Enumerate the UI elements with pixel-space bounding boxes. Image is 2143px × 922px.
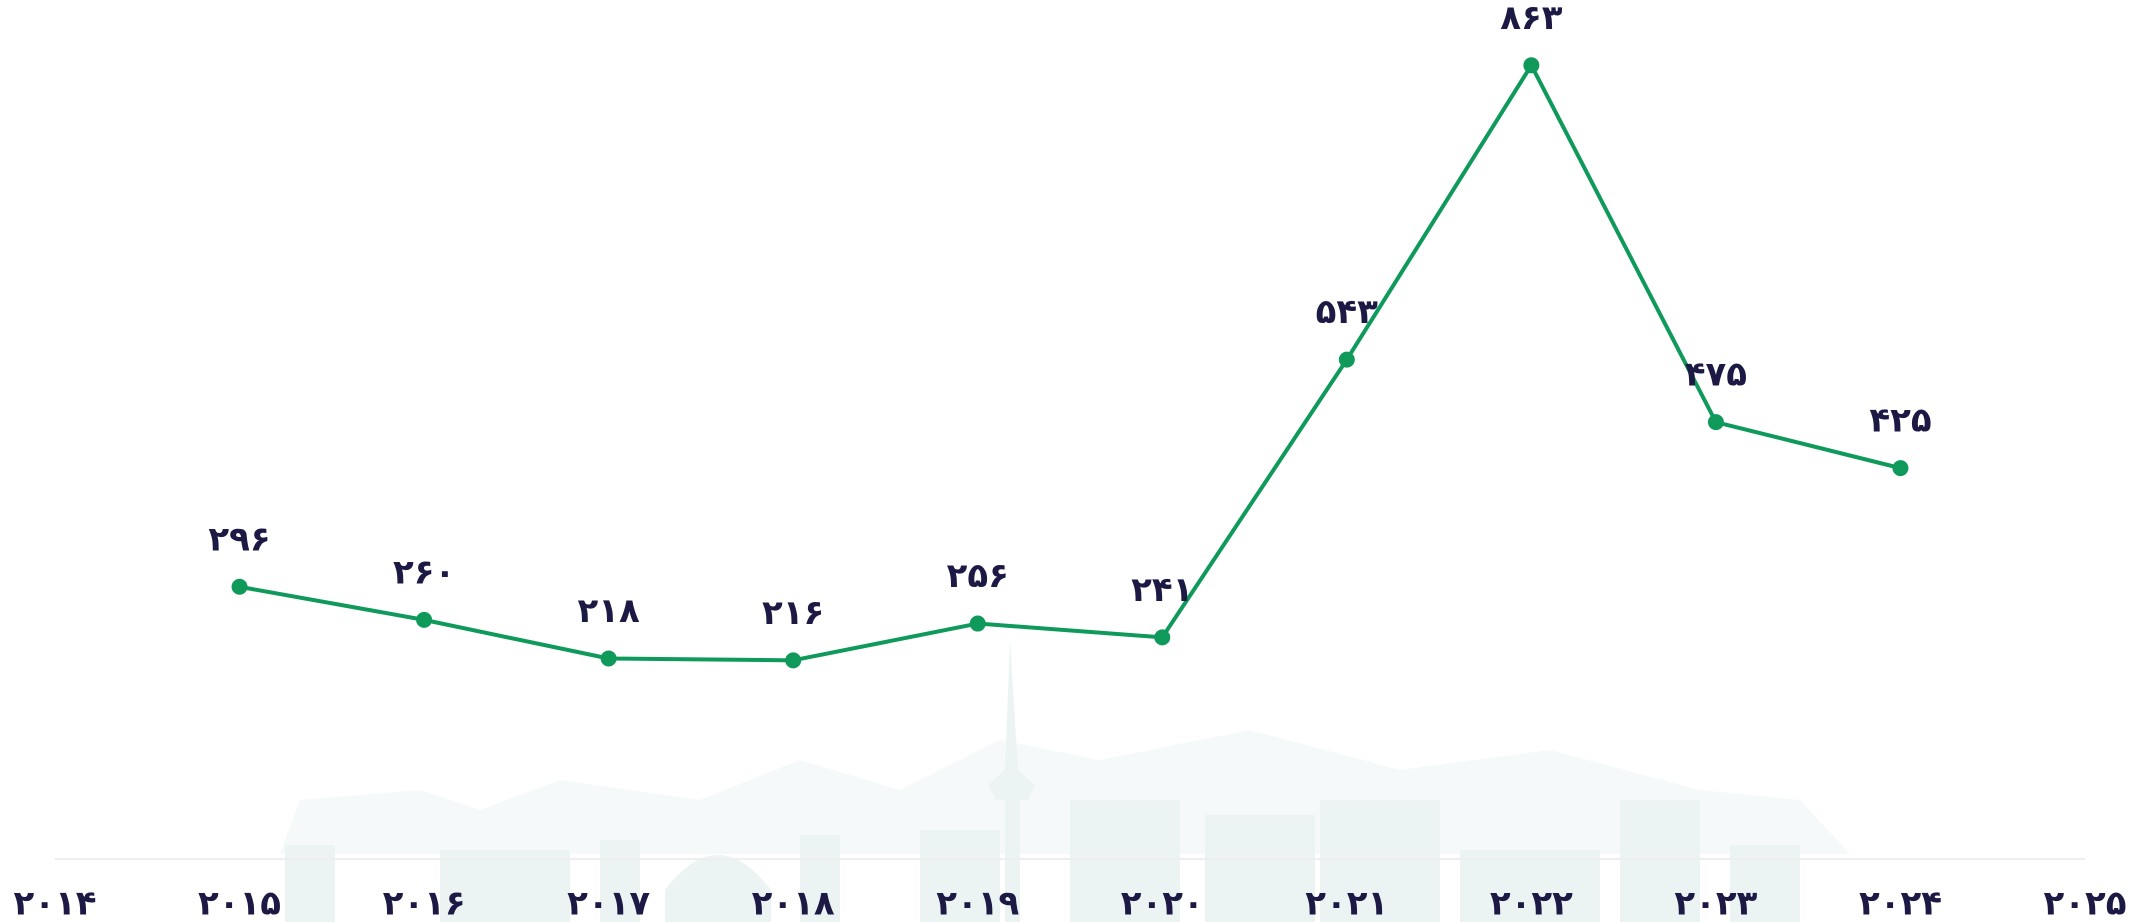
data-label: ۲۶۰ <box>393 552 455 592</box>
data-label: ۲۵۶ <box>947 556 1009 596</box>
x-tick-label: ۲۰۲۲ <box>1490 884 1573 922</box>
point <box>1338 351 1355 368</box>
x-tick-label: ۲۰۱۴ <box>13 884 96 922</box>
point <box>1154 629 1171 646</box>
data-label: ۸۶۳ <box>1500 0 1563 38</box>
x-tick-label: ۲۰۲۱ <box>1305 884 1388 922</box>
data-label: ۴۷۵ <box>1685 355 1747 395</box>
point <box>231 578 248 595</box>
skyline-background <box>280 640 1850 922</box>
point <box>1892 460 1909 477</box>
data-label: ۲۱۶ <box>762 593 824 633</box>
data-label: ۴۲۵ <box>1869 401 1931 441</box>
point <box>785 652 802 669</box>
point <box>1707 414 1724 431</box>
x-tick-label: ۲۰۲۰ <box>1121 884 1204 922</box>
point <box>600 650 617 667</box>
x-tick-label: ۲۰۱۶ <box>383 884 466 922</box>
point <box>969 615 986 632</box>
x-tick-label: ۲۰۱۵ <box>198 884 281 922</box>
x-tick-label: ۲۰۲۴ <box>1859 884 1942 922</box>
point <box>1523 57 1540 74</box>
x-tick-label: ۲۰۲۵ <box>2043 884 2126 922</box>
x-tick-label: ۲۰۲۳ <box>1674 884 1757 922</box>
line <box>239 63 1901 663</box>
data-label: ۲۱۸ <box>578 591 641 631</box>
x-tick-label: ۲۰۱۹ <box>936 884 1019 922</box>
data-label: ۲۹۶ <box>208 519 270 559</box>
x-tick-label: ۲۰۱۷ <box>567 884 650 922</box>
x-tick-label: ۲۰۱۸ <box>752 884 835 922</box>
data-label: ۲۴۱ <box>1131 570 1193 610</box>
point <box>416 611 433 628</box>
data-label: ۵۴۳ <box>1316 292 1379 332</box>
